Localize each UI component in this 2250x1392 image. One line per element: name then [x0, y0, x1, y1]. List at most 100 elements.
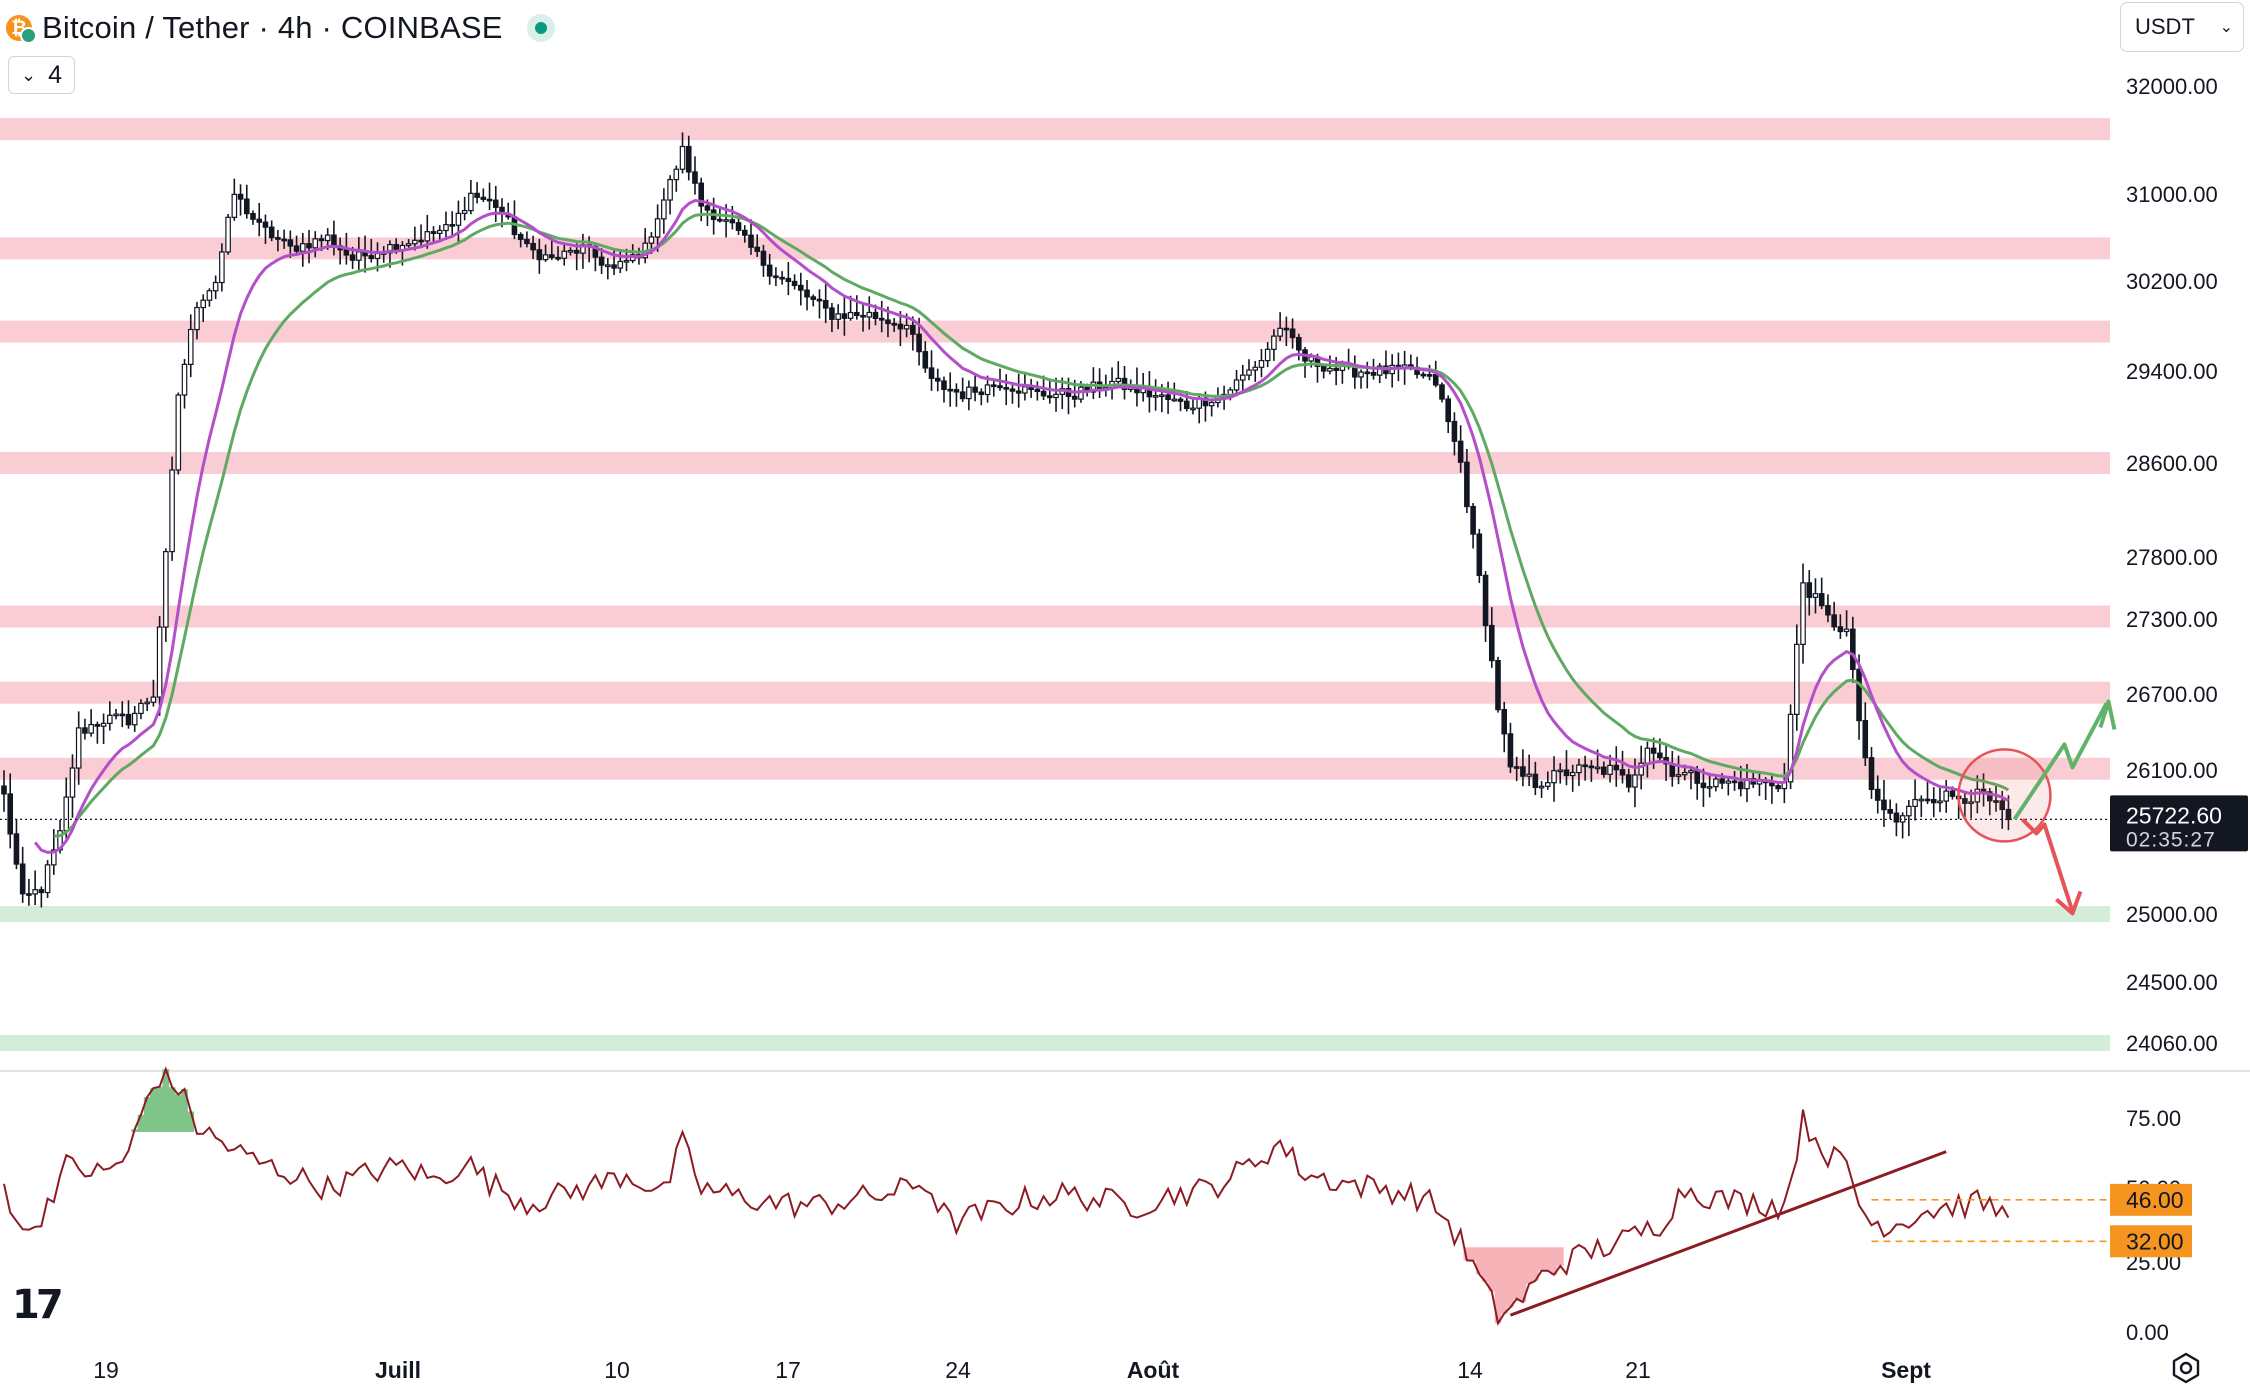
candle	[163, 550, 169, 628]
candle	[1837, 626, 1844, 633]
rsi-level-box	[2110, 1183, 2192, 1216]
candle	[1601, 766, 1607, 775]
chevron-down-icon: ⌄	[2219, 19, 2233, 36]
candle	[1930, 799, 1937, 804]
candle	[1208, 401, 1215, 407]
candle	[1986, 791, 1993, 802]
candle	[1725, 780, 1732, 784]
candle	[1544, 782, 1551, 787]
candle	[524, 238, 530, 245]
candle	[1713, 778, 1719, 788]
candle	[1520, 766, 1526, 777]
time-axis-label: 14	[1457, 1357, 1483, 1383]
candle	[1538, 785, 1545, 789]
candle	[966, 386, 972, 400]
candle	[343, 249, 350, 256]
candle	[225, 216, 231, 253]
candle	[1974, 788, 1981, 803]
candle	[1949, 790, 1956, 797]
candle	[82, 727, 88, 734]
gear-icon[interactable]	[2170, 1352, 2202, 1384]
candle	[1464, 461, 1470, 508]
candle	[785, 277, 792, 283]
symbol-title[interactable]: Bitcoin / Tether · 4h · COINBASE	[42, 10, 503, 45]
candle	[7, 793, 14, 835]
candle	[1252, 366, 1259, 371]
candle	[94, 723, 101, 727]
rsi-oversold-fill	[1463, 1247, 1564, 1324]
price-axis-label: 30200.00	[2126, 269, 2218, 294]
candle	[1364, 371, 1371, 375]
candle	[1719, 778, 1725, 784]
candle	[1171, 398, 1178, 402]
candle	[1993, 800, 1999, 803]
candle	[1358, 371, 1364, 378]
indicator-count: 4	[48, 60, 62, 89]
candle	[1239, 374, 1246, 381]
candle	[1588, 765, 1595, 769]
candle	[922, 351, 929, 369]
candle	[1264, 348, 1271, 362]
candle	[19, 863, 26, 895]
candle	[959, 391, 966, 400]
candle	[1271, 335, 1277, 350]
candle	[430, 231, 437, 234]
candle	[443, 224, 449, 232]
candle	[1999, 800, 2006, 811]
last-price-tag	[2110, 795, 2248, 852]
candle	[1912, 798, 1918, 807]
candle	[1320, 365, 1327, 372]
candle	[611, 264, 617, 269]
rsi-axis-label: 0.00	[2126, 1320, 2169, 1345]
candle	[212, 281, 219, 292]
candle	[1501, 709, 1508, 735]
candle	[300, 243, 306, 252]
candle	[1856, 668, 1862, 722]
price-axis-label: 32000.00	[2126, 74, 2218, 99]
price-axis-label: 26700.00	[2126, 682, 2218, 707]
candle	[953, 389, 960, 393]
candle	[1681, 771, 1688, 776]
candle	[1638, 762, 1644, 776]
candle	[947, 388, 954, 392]
price-axis-label: 27800.00	[2126, 545, 2218, 570]
candle	[175, 394, 182, 471]
candle	[69, 767, 76, 798]
candle	[1246, 369, 1252, 376]
candle	[324, 234, 331, 242]
candle	[1482, 574, 1489, 627]
tether-icon	[20, 27, 37, 44]
support-zone	[0, 906, 2110, 922]
candle	[1632, 774, 1638, 788]
candle	[941, 380, 947, 390]
candle	[349, 254, 356, 261]
candle	[200, 299, 207, 309]
candle	[916, 333, 922, 353]
candle	[561, 250, 568, 259]
candle	[860, 314, 866, 318]
candle	[1657, 752, 1663, 759]
time-axis-label: Août	[1127, 1357, 1180, 1383]
indicator-legend-toggle[interactable]: ⌄ 4	[8, 56, 75, 94]
candle	[679, 145, 686, 170]
time-axis-label: 17	[775, 1357, 801, 1383]
candle	[530, 242, 536, 251]
candle	[1625, 774, 1632, 788]
candle	[405, 243, 412, 247]
candle	[928, 367, 935, 379]
candle	[1233, 379, 1240, 391]
candle	[1470, 505, 1476, 535]
candle	[187, 328, 194, 365]
candle	[1825, 605, 1831, 616]
candle	[1706, 786, 1713, 789]
candle	[1327, 367, 1333, 372]
candle	[1009, 388, 1016, 392]
resistance-zone	[0, 118, 2110, 141]
candle	[829, 307, 835, 320]
currency-selector[interactable]: USDT ⌄	[2120, 2, 2244, 52]
bullish-arrow	[2012, 702, 2109, 821]
candle	[1650, 747, 1657, 754]
candle	[88, 723, 94, 734]
candle	[797, 284, 804, 291]
